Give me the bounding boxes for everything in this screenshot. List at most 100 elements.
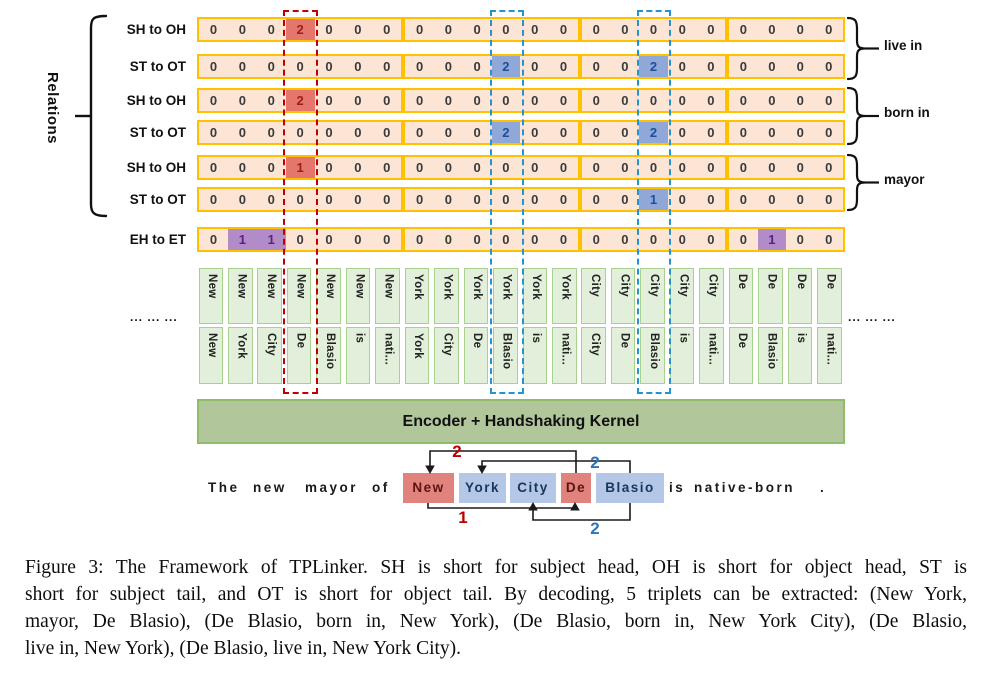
tag-cell: 0 — [325, 22, 333, 37]
tag-cell: 0 — [531, 192, 539, 207]
tag-row-0-group-2: 0 0 0 0 0 — [579, 17, 728, 42]
sentence-token-: . — [820, 480, 827, 495]
tag-cell: 0 — [796, 192, 804, 207]
tag-cell: 0 — [209, 59, 218, 74]
tag-cell: 0 — [209, 125, 218, 140]
tag-cell: 0 — [559, 22, 568, 37]
tag-cell: 0 — [768, 22, 776, 37]
tag-cell: 0 — [325, 125, 333, 140]
arrow-label-top-blue: 2 — [590, 453, 599, 472]
tag-cell: 0 — [768, 192, 776, 207]
sentence-token-mayor: mayor — [305, 480, 359, 495]
token-top-17: City — [699, 268, 724, 324]
row-label-sh-oh-2: SH to OH — [126, 93, 186, 108]
tag-cell: 0 — [444, 192, 452, 207]
arrow-label-bottom-red: 1 — [458, 508, 467, 527]
tag-cell: 0 — [267, 22, 275, 37]
tag-cell: 0 — [592, 192, 600, 207]
tag-cell: 0 — [796, 160, 804, 175]
tag-cell: 0 — [707, 125, 715, 140]
tag-cell: 0 — [209, 192, 218, 207]
row-label-st-ot-3: ST to OT — [129, 192, 186, 207]
tag-cell: 0 — [415, 232, 424, 247]
arrow-new-to-de — [427, 503, 576, 509]
token-bottom-14: De — [610, 327, 636, 384]
arrowhead-new-icon — [425, 465, 435, 474]
tag-cell: 0 — [502, 160, 510, 175]
tag-cell: 0 — [267, 160, 275, 175]
tag-cell: 0 — [592, 232, 600, 247]
tag-cell: 0 — [825, 93, 833, 108]
tag-row-2-group-2: 0 0 0 0 0 — [579, 88, 728, 113]
tag-cell: 0 — [531, 232, 539, 247]
tag-cell: 0 — [531, 93, 539, 108]
tag-cell: 0 — [531, 160, 539, 175]
token-top-9: York — [463, 268, 489, 324]
tag-cell: 0 — [502, 22, 510, 37]
token-top-15: City — [640, 268, 665, 324]
token-top-12: York — [552, 268, 577, 324]
arrow-de-to-new — [429, 450, 577, 473]
tag-cell: 0 — [768, 160, 776, 175]
tag-cell: 0 — [559, 59, 568, 74]
token-top-6: New — [375, 268, 400, 324]
tag-cell: 0 — [209, 93, 218, 108]
tag-cell: 0 — [707, 22, 715, 37]
tag-cell: 2 — [491, 56, 521, 77]
tag-cell: 0 — [592, 160, 600, 175]
token-bottom-18: De — [728, 327, 754, 384]
token-bottom-19: Blasio — [758, 327, 783, 384]
tag-cell: 0 — [559, 93, 568, 108]
tag-cell: 0 — [325, 93, 333, 108]
relation-brace-0 — [847, 16, 879, 81]
tag-cell: 2 — [285, 19, 315, 40]
token-top-10: York — [493, 268, 518, 324]
tag-cell: 0 — [415, 125, 424, 140]
tag-cell: 0 — [825, 232, 833, 247]
tag-cell: 0 — [354, 93, 362, 108]
relation-label-born-in: born in — [884, 105, 930, 120]
token-top-14: City — [610, 268, 636, 324]
sentence-token-york: York — [459, 473, 506, 503]
token-bottom-21: nati... — [817, 327, 842, 384]
tag-cell: 1 — [227, 229, 257, 250]
token-top-4: New — [316, 268, 341, 324]
sentence-token-nativeborn: native-born — [694, 480, 796, 495]
tag-row-5-group-1: 0 0 0 0 0 0 — [403, 187, 580, 212]
tag-cell: 0 — [444, 232, 452, 247]
tag-cell: 0 — [621, 232, 629, 247]
tag-cell: 0 — [383, 232, 391, 247]
sentence-token-new: new — [253, 480, 287, 495]
tag-cell: 0 — [238, 59, 246, 74]
token-top-8: York — [434, 268, 459, 324]
tag-cell: 0 — [238, 192, 246, 207]
token-top-13: City — [581, 268, 606, 324]
tag-cell: 0 — [238, 93, 246, 108]
tag-cell: 0 — [354, 192, 362, 207]
tag-cell: 0 — [415, 93, 424, 108]
tag-cell: 2 — [285, 90, 315, 111]
token-bottom-2: City — [257, 327, 282, 384]
tag-cell: 0 — [678, 59, 686, 74]
tag-cell: 0 — [296, 125, 304, 140]
tag-cell: 0 — [531, 59, 539, 74]
tag-row-0-group-1: 0 0 0 0 0 0 — [403, 17, 580, 42]
tag-cell: 0 — [796, 125, 804, 140]
tag-row-4-group-3: 0 0 0 0 — [727, 155, 845, 180]
token-bottom-1: York — [228, 327, 253, 384]
tag-cell: 0 — [796, 93, 804, 108]
tag-cell: 0 — [502, 192, 510, 207]
sentence-token-is: is — [669, 480, 686, 495]
caption-line-3: mayor, De Blasio), (De Blasio, born in, … — [25, 611, 967, 632]
tag-cell: 0 — [209, 160, 218, 175]
sentence-token-city: City — [510, 473, 556, 503]
